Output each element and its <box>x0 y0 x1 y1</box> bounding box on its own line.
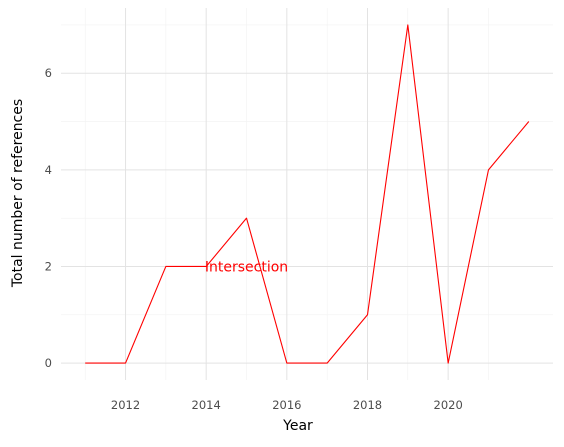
x-tick-label: 2018 <box>353 398 382 412</box>
y-tick-label: 4 <box>45 163 52 177</box>
x-tick-label: 2020 <box>434 398 463 412</box>
y-tick-labels: 0 2 4 6 <box>45 66 52 370</box>
annotation-label: Intersection <box>205 259 288 275</box>
y-axis-label: Total number of references <box>10 99 26 288</box>
x-axis-label: Year <box>282 418 313 434</box>
x-tick-label: 2014 <box>192 398 221 412</box>
x-tick-label: 2016 <box>272 398 301 412</box>
y-tick-label: 2 <box>45 259 52 273</box>
series-layer <box>85 25 529 363</box>
y-tick-label: 0 <box>45 356 52 370</box>
minor-gridlines <box>61 8 553 380</box>
x-tick-label: 2012 <box>111 398 140 412</box>
y-tick-label: 6 <box>45 66 52 80</box>
major-gridlines <box>61 8 553 380</box>
x-tick-labels: 2012 2014 2016 2018 2020 <box>111 398 463 412</box>
series-line <box>85 25 529 363</box>
